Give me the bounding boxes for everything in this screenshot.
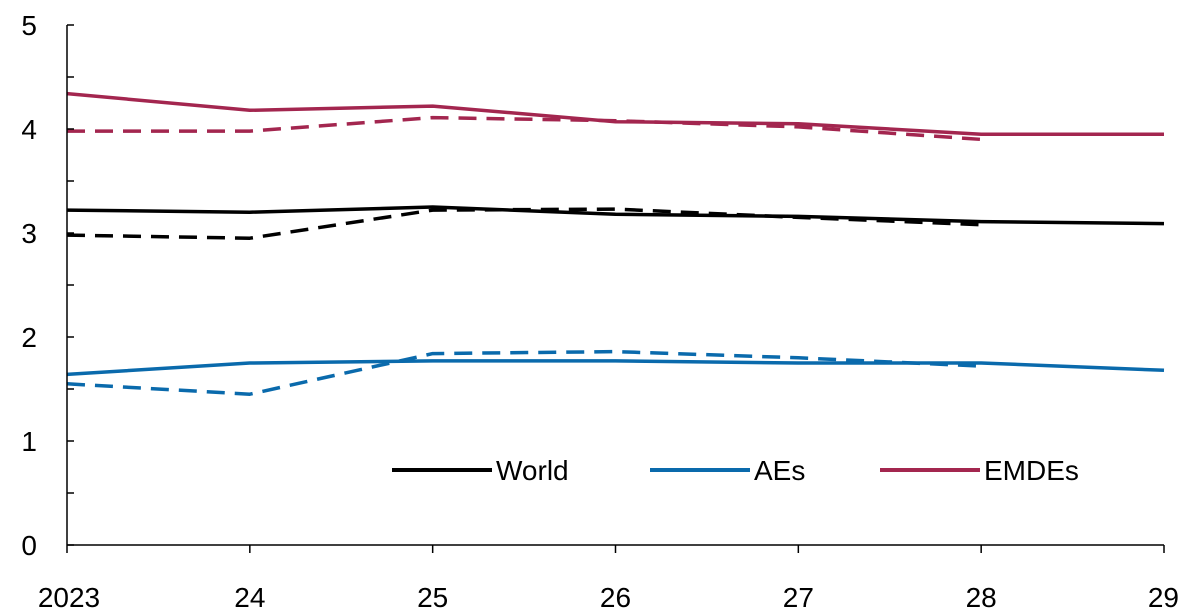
x-tick-label: 24: [234, 582, 265, 613]
y-ticks: 0 1 2 3 4 5: [21, 10, 74, 561]
emdes-line: [66, 91, 1164, 136]
y-tick-label: 4: [21, 114, 37, 145]
legend-label-world: World: [496, 455, 569, 486]
dashed-line-5: [67, 115, 982, 142]
dashed-line-3: [66, 207, 982, 240]
x-tick-label: 2023: [38, 582, 100, 613]
series-layer: [66, 91, 1165, 396]
dashed-line-4: [66, 349, 982, 396]
legend-label-emdes: EMDEs: [984, 455, 1079, 486]
y-tick-label: 5: [21, 10, 37, 41]
x-tick-label: 25: [417, 582, 448, 613]
y-tick-label: 2: [21, 322, 37, 353]
y-tick-label: 3: [21, 218, 37, 249]
legend-label-aes: AEs: [754, 455, 805, 486]
world-line: [66, 205, 1165, 226]
x-tick-label: 29: [1148, 582, 1179, 613]
x-ticks: 2023 24 25 26 27 28 29: [38, 545, 1179, 613]
y-tick-label: 1: [21, 426, 37, 457]
x-tick-label: 26: [600, 582, 631, 613]
x-tick-label: 28: [966, 582, 997, 613]
aes-line: [66, 359, 1165, 377]
legend: World AEs EMDEs: [392, 455, 1079, 486]
y-tick-label: 0: [21, 530, 37, 561]
x-tick-label: 27: [783, 582, 814, 613]
